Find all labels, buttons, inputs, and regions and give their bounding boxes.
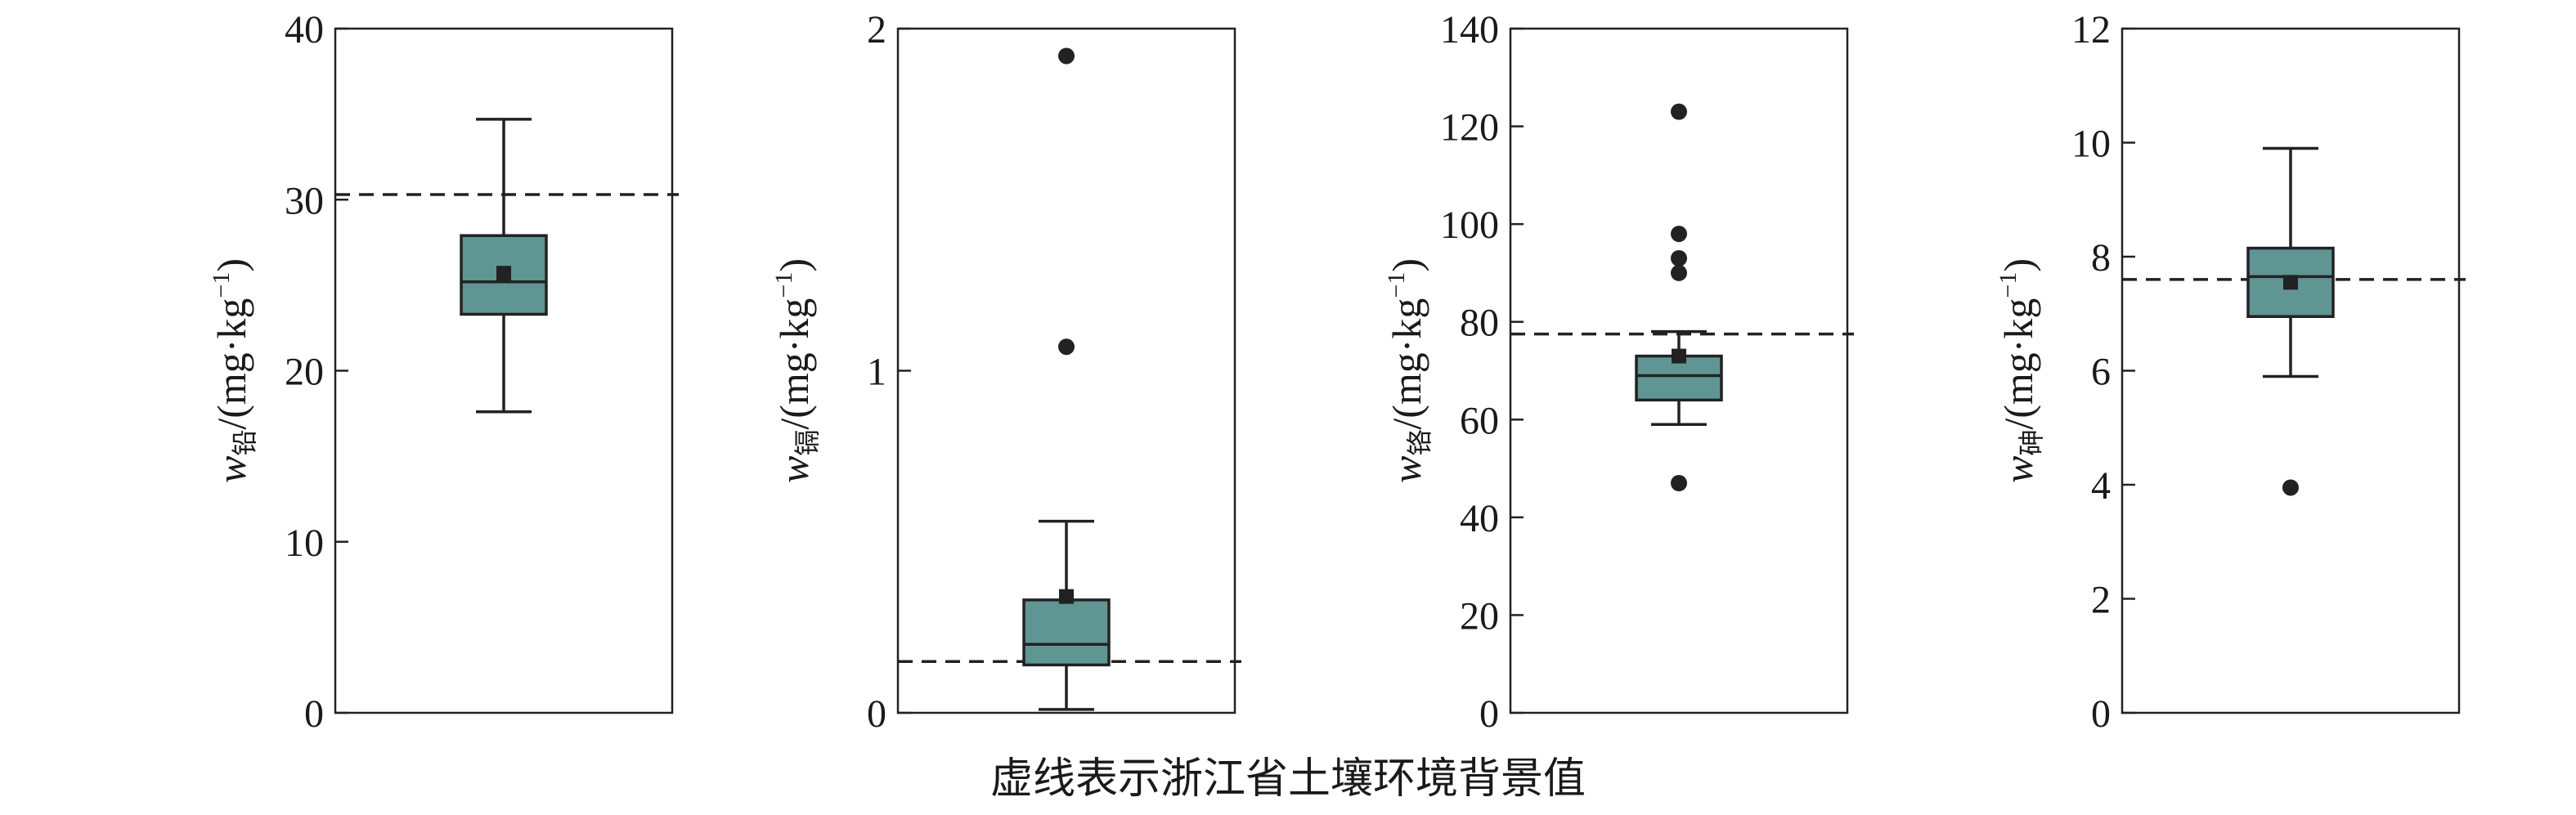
iqr-box — [2246, 246, 2335, 318]
outlier-point — [1671, 249, 1687, 266]
y-axis-label: w镉/(mg·kg−1) — [770, 258, 823, 483]
y-tick-label: 30 — [285, 179, 324, 222]
y-axis-label-subscript: 铬 — [1404, 430, 1435, 456]
y-axis-label-superscript: −1 — [770, 272, 797, 298]
y-axis-label: w砷/(mg·kg−1) — [1995, 258, 2047, 483]
y-tick-label: 8 — [2091, 236, 2111, 280]
y-tick-label: 0 — [867, 692, 886, 736]
y-axis-label-subscript: 镉 — [792, 430, 823, 456]
y-axis-label-subscript: 铅 — [229, 430, 260, 456]
y-tick-label: 1 — [867, 351, 886, 394]
y-tick-label: 60 — [1460, 399, 1499, 442]
y-axis-label-superscript: −1 — [208, 272, 235, 298]
mean-marker — [496, 266, 511, 281]
outlier-point — [1058, 47, 1075, 65]
outlier-point — [1671, 103, 1687, 120]
y-tick-label: 0 — [304, 692, 324, 736]
y-axis-label-unit: /(mg·kg — [771, 298, 817, 430]
y-tick-label: 0 — [2091, 692, 2111, 736]
panel-3: 0 20 40 60 80 100 120 140 w铬/(mg·kg−1) — [1383, 8, 1854, 736]
y-tick-label: 10 — [2071, 123, 2111, 166]
y-axis-label-superscript: −1 — [1383, 272, 1410, 298]
y-axis-label-unit: /(mg·kg — [1384, 298, 1429, 430]
y-tick-label: 20 — [1460, 594, 1499, 638]
panel-1: 0 10 20 30 40 w铅/(mg·kg−1) — [208, 8, 679, 736]
y-axis-label-close: ) — [1995, 258, 2041, 272]
y-axis-label-symbol: w — [771, 456, 817, 483]
panel-2: 0 1 2 w镉/(mg·kg−1) — [770, 8, 1241, 736]
y-tick-label: 80 — [1460, 302, 1499, 345]
y-tick-label: 2 — [2091, 579, 2111, 622]
y-axis-label-close: ) — [209, 258, 254, 272]
outlier-point — [1058, 338, 1075, 356]
y-tick-label: 20 — [285, 351, 324, 394]
y-axis-label-unit: /(mg·kg — [209, 298, 254, 430]
outlier-point — [1671, 264, 1687, 281]
mean-marker — [1059, 589, 1074, 604]
iqr-box — [1022, 598, 1111, 667]
y-tick-label: 120 — [1440, 106, 1499, 150]
y-tick-label: 0 — [1479, 692, 1499, 736]
y-axis-label: w铅/(mg·kg−1) — [208, 258, 260, 483]
y-tick-label: 10 — [285, 522, 324, 565]
y-axis-label-symbol: w — [209, 456, 254, 483]
plot-frame — [1509, 27, 1849, 714]
outlier-point — [1671, 475, 1687, 492]
y-tick-label: 6 — [2091, 351, 2111, 394]
y-tick-label: 40 — [1460, 497, 1499, 540]
outlier-point — [1671, 226, 1687, 243]
y-axis-label-close: ) — [1384, 258, 1429, 272]
mean-marker — [2283, 275, 2298, 290]
y-axis-label-subscript: 砷 — [2016, 430, 2047, 456]
y-tick-label: 2 — [867, 8, 886, 51]
y-axis-label-symbol: w — [1384, 456, 1429, 483]
y-tick-label: 40 — [285, 8, 324, 51]
mean-marker — [1672, 348, 1686, 364]
y-tick-label: 4 — [2091, 464, 2111, 508]
y-tick-label: 12 — [2071, 8, 2111, 51]
y-axis-label-symbol: w — [1995, 456, 2041, 483]
outlier-point — [2282, 479, 2299, 496]
panel-4: 0 2 4 6 8 10 12 w砷/(mg·kg−1) — [1995, 8, 2466, 736]
y-axis-label: w铬/(mg·kg−1) — [1383, 258, 1435, 483]
figure-caption: 虚线表示浙江省土壤环境背景值 — [990, 755, 1586, 804]
y-tick-label: 140 — [1440, 8, 1499, 51]
y-tick-label: 100 — [1440, 204, 1499, 247]
y-axis-label-close: ) — [771, 258, 817, 272]
y-axis-label-unit: /(mg·kg — [1995, 298, 2041, 430]
y-axis-label-superscript: −1 — [1995, 272, 2022, 298]
